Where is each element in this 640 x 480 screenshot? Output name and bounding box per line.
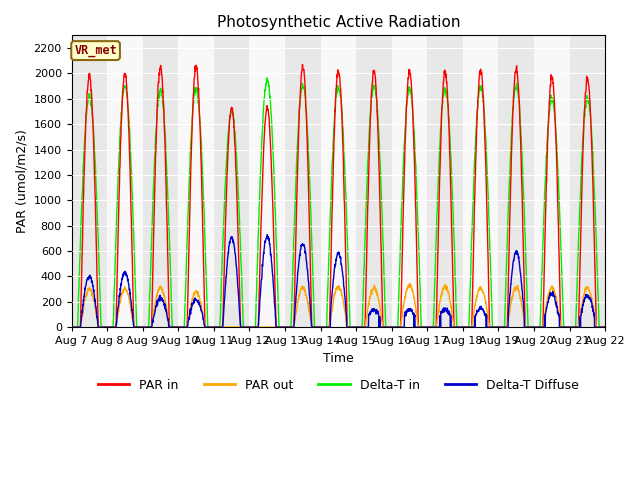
- Bar: [179, 36, 214, 327]
- Y-axis label: PAR (umol/m2/s): PAR (umol/m2/s): [15, 129, 28, 233]
- Text: VR_met: VR_met: [74, 44, 117, 57]
- Bar: [534, 36, 570, 327]
- X-axis label: Time: Time: [323, 352, 354, 365]
- Bar: [72, 36, 107, 327]
- Bar: [392, 36, 428, 327]
- Bar: [356, 36, 392, 327]
- Legend: PAR in, PAR out, Delta-T in, Delta-T Diffuse: PAR in, PAR out, Delta-T in, Delta-T Dif…: [93, 374, 584, 397]
- Bar: [285, 36, 321, 327]
- Title: Photosynthetic Active Radiation: Photosynthetic Active Radiation: [216, 15, 460, 30]
- Bar: [107, 36, 143, 327]
- Bar: [321, 36, 356, 327]
- Bar: [250, 36, 285, 327]
- Bar: [428, 36, 463, 327]
- Bar: [570, 36, 605, 327]
- Bar: [214, 36, 250, 327]
- Bar: [143, 36, 179, 327]
- Bar: [499, 36, 534, 327]
- Bar: [463, 36, 499, 327]
